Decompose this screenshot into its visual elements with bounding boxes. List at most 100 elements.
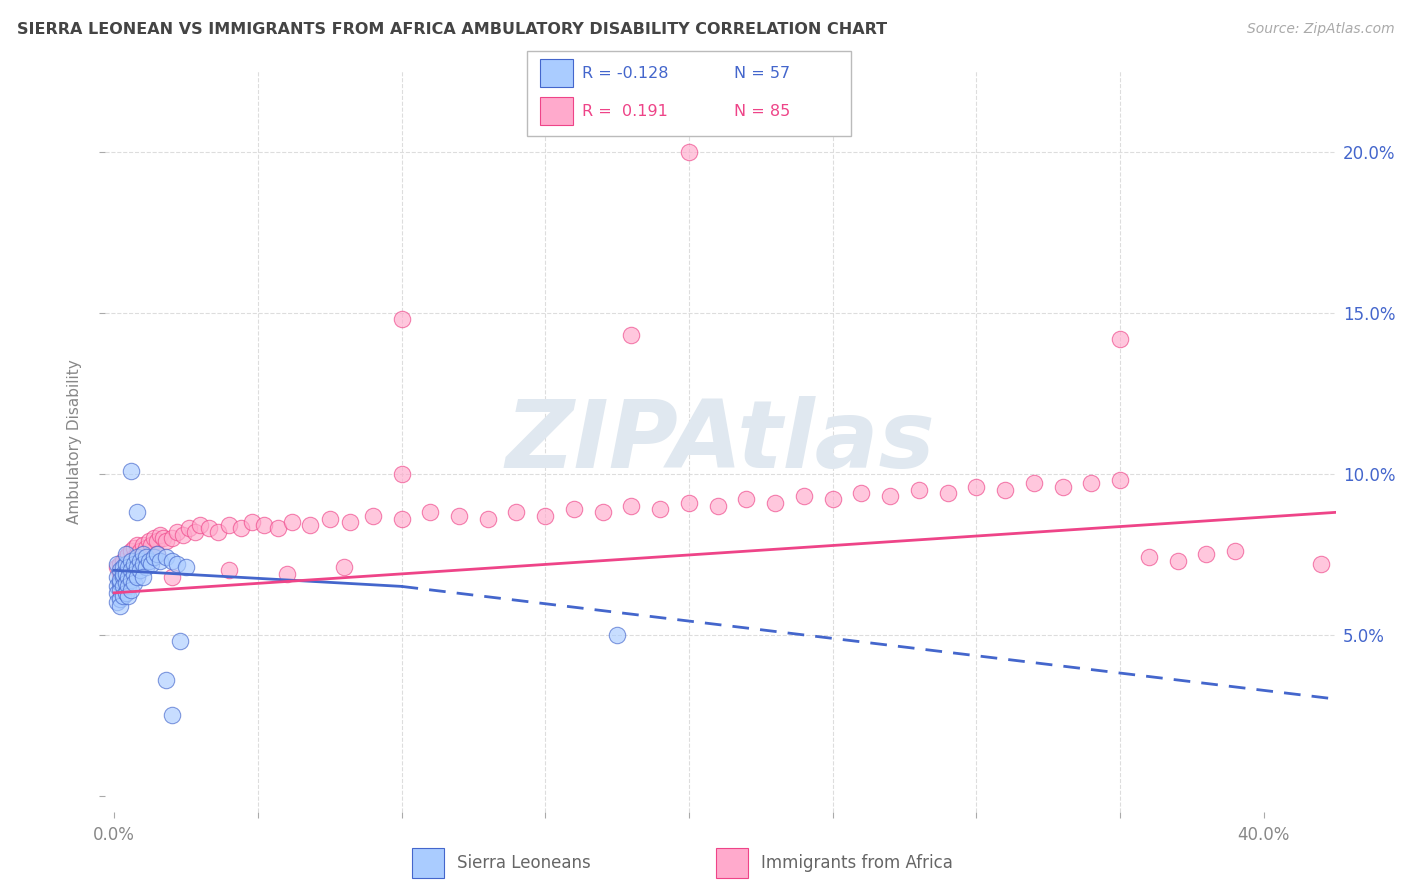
Immigrants from Africa [735, 492, 758, 507]
Immigrants from Africa [218, 563, 240, 577]
Immigrants from Africa [592, 505, 614, 519]
Immigrants from Africa [125, 547, 148, 561]
Immigrants from Africa [333, 560, 356, 574]
Sierra Leoneans [105, 586, 128, 600]
Immigrants from Africa [152, 531, 174, 545]
Immigrants from Africa [620, 499, 643, 513]
Immigrants from Africa [267, 521, 290, 535]
Immigrants from Africa [160, 531, 183, 545]
Immigrants from Africa [207, 524, 229, 539]
Text: ZIPAtlas: ZIPAtlas [506, 395, 935, 488]
Sierra Leoneans [160, 554, 183, 568]
Bar [716, 848, 748, 878]
Immigrants from Africa [198, 521, 221, 535]
Immigrants from Africa [1052, 480, 1074, 494]
Sierra Leoneans [114, 566, 136, 581]
Sierra Leoneans [111, 579, 134, 593]
Immigrants from Africa [994, 483, 1017, 497]
Sierra Leoneans [105, 570, 128, 584]
Sierra Leoneans [132, 570, 155, 584]
Immigrants from Africa [391, 512, 413, 526]
Immigrants from Africa [120, 544, 142, 558]
Immigrants from Africa [650, 502, 672, 516]
Immigrants from Africa [1109, 332, 1132, 346]
Sierra Leoneans [114, 586, 136, 600]
Immigrants from Africa [1310, 557, 1333, 571]
Immigrants from Africa [155, 534, 177, 549]
Sierra Leoneans [122, 566, 145, 581]
Sierra Leoneans [111, 570, 134, 584]
Immigrants from Africa [447, 508, 470, 523]
Sierra Leoneans [166, 557, 188, 571]
Immigrants from Africa [936, 486, 959, 500]
Text: R = -0.128: R = -0.128 [582, 66, 669, 81]
Immigrants from Africa [122, 550, 145, 565]
Immigrants from Africa [129, 544, 152, 558]
Immigrants from Africa [146, 547, 169, 561]
Immigrants from Africa [361, 508, 384, 523]
Immigrants from Africa [132, 547, 155, 561]
Bar [540, 60, 572, 87]
Text: Source: ZipAtlas.com: Source: ZipAtlas.com [1247, 22, 1395, 37]
Immigrants from Africa [1223, 544, 1246, 558]
Sierra Leoneans [146, 547, 169, 561]
Immigrants from Africa [105, 560, 128, 574]
Sierra Leoneans [125, 570, 148, 584]
Sierra Leoneans [117, 560, 139, 574]
Sierra Leoneans [129, 563, 152, 577]
Sierra Leoneans [111, 560, 134, 574]
Immigrants from Africa [114, 560, 136, 574]
Immigrants from Africa [339, 515, 361, 529]
Sierra Leoneans [105, 595, 128, 609]
Bar [412, 848, 444, 878]
Immigrants from Africa [276, 566, 298, 581]
Sierra Leoneans [108, 599, 131, 613]
Sierra Leoneans [155, 673, 177, 687]
Immigrants from Africa [821, 492, 844, 507]
Text: N = 85: N = 85 [734, 104, 790, 120]
Immigrants from Africa [122, 541, 145, 555]
Immigrants from Africa [160, 570, 183, 584]
Immigrants from Africa [678, 145, 700, 159]
Sierra Leoneans [135, 550, 157, 565]
Immigrants from Africa [111, 554, 134, 568]
Immigrants from Africa [793, 489, 815, 503]
Sierra Leoneans [120, 582, 142, 597]
Immigrants from Africa [620, 328, 643, 343]
Immigrants from Africa [114, 550, 136, 565]
Immigrants from Africa [132, 537, 155, 551]
Immigrants from Africa [108, 557, 131, 571]
Y-axis label: Ambulatory Disability: Ambulatory Disability [67, 359, 82, 524]
Immigrants from Africa [678, 496, 700, 510]
Sierra Leoneans [120, 573, 142, 587]
Immigrants from Africa [111, 563, 134, 577]
Immigrants from Africa [1137, 550, 1160, 565]
Sierra Leoneans [105, 557, 128, 571]
Sierra Leoneans [125, 505, 148, 519]
Immigrants from Africa [879, 489, 901, 503]
Sierra Leoneans [141, 557, 163, 571]
Sierra Leoneans [122, 576, 145, 591]
Sierra Leoneans [114, 576, 136, 591]
Immigrants from Africa [965, 480, 987, 494]
Immigrants from Africa [177, 521, 200, 535]
Immigrants from Africa [391, 467, 413, 481]
Sierra Leoneans [117, 589, 139, 603]
Immigrants from Africa [706, 499, 728, 513]
Sierra Leoneans [606, 628, 628, 642]
Sierra Leoneans [174, 560, 197, 574]
Sierra Leoneans [108, 582, 131, 597]
Sierra Leoneans [143, 550, 166, 565]
Immigrants from Africa [108, 566, 131, 581]
Immigrants from Africa [120, 554, 142, 568]
Sierra Leoneans [129, 554, 152, 568]
Text: N = 57: N = 57 [734, 66, 790, 81]
Sierra Leoneans [122, 557, 145, 571]
Immigrants from Africa [188, 518, 211, 533]
Immigrants from Africa [419, 505, 441, 519]
Immigrants from Africa [1080, 476, 1102, 491]
Immigrants from Africa [117, 547, 139, 561]
Text: Immigrants from Africa: Immigrants from Africa [761, 854, 953, 872]
Sierra Leoneans [169, 634, 191, 648]
Immigrants from Africa [141, 537, 163, 551]
